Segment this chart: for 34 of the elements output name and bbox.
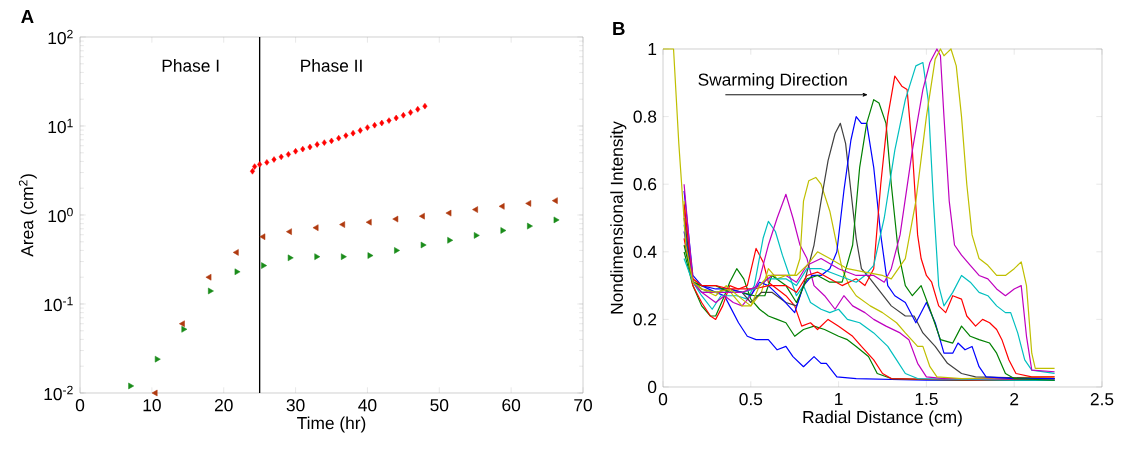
annotation: Swarming Direction: [698, 73, 847, 90]
y-tick-label: 10$^{-1}$: [44, 296, 73, 312]
x-tick-label: 30: [286, 399, 305, 412]
x-axis-title: Time (hr): [297, 416, 366, 433]
chart-title: B: [613, 22, 625, 35]
x-tick-label: 40: [358, 399, 377, 412]
y-tick-label: 0: [647, 380, 657, 394]
chart-title: A: [21, 10, 34, 23]
y-tick-label: 1: [648, 43, 657, 55]
y-tick-label: 10$^{0}$: [48, 207, 73, 223]
x-tick-label: 70: [574, 399, 592, 412]
y-tick-label: 10$^{-2}$: [44, 385, 73, 401]
x-tick-label: 50: [430, 399, 449, 412]
y-axis-title: Nondimensional Intensity: [610, 121, 627, 314]
y-tick-label: 0.6: [633, 178, 657, 191]
y-axis-title: Area (cm$^{2}$): [18, 174, 37, 257]
annotation: Phase II: [301, 59, 362, 72]
x-tick-label: 1.5: [915, 393, 938, 406]
x-tick-label: 1: [835, 393, 843, 405]
x-tick-label: 0: [658, 393, 668, 406]
y-tick-label: 10$^{1}$: [48, 118, 73, 134]
x-axis-title: Radial Distance (cm): [803, 410, 962, 427]
y-tick-label: 0.8: [633, 110, 657, 123]
y-tick-label: 0.4: [633, 245, 657, 258]
x-tick-label: 10: [143, 399, 161, 412]
x-tick-label: 0.5: [739, 393, 763, 406]
x-tick-label: 60: [502, 399, 521, 412]
x-tick-label: 2.5: [1090, 393, 1114, 406]
x-tick-label: 20: [214, 399, 233, 412]
y-tick-label: 0.2: [633, 313, 657, 326]
y-tick-label: 10$^{2}$: [48, 29, 73, 45]
x-tick-label: 0: [75, 399, 85, 412]
annotation: Phase I: [162, 59, 219, 72]
x-tick-label: 2: [1010, 393, 1019, 406]
